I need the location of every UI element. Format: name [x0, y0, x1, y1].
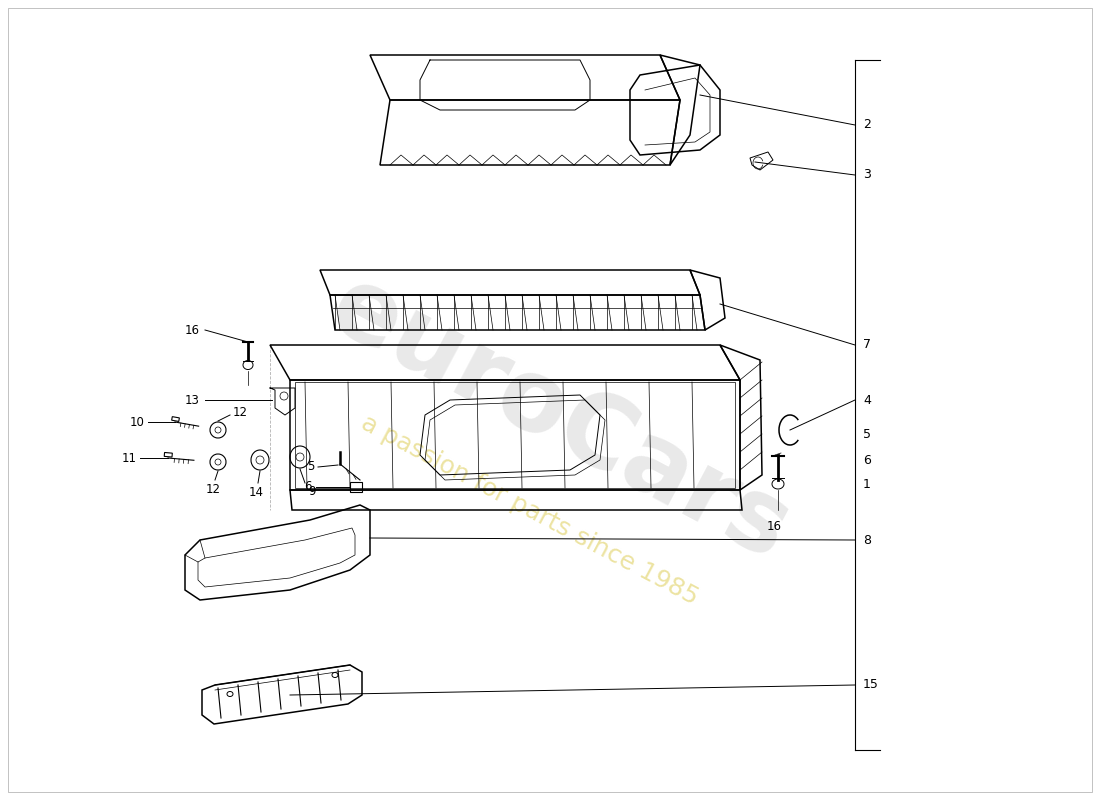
Text: 12: 12 — [206, 483, 220, 496]
Text: 16: 16 — [185, 323, 200, 337]
Text: 14: 14 — [249, 486, 264, 499]
Text: euroCars: euroCars — [314, 258, 806, 582]
Text: 11: 11 — [122, 451, 138, 465]
Text: 10: 10 — [130, 415, 145, 429]
Text: 6: 6 — [305, 481, 312, 494]
Text: 5: 5 — [307, 461, 314, 474]
Text: 15: 15 — [864, 678, 879, 691]
Text: 2: 2 — [864, 118, 871, 131]
Text: 7: 7 — [864, 338, 871, 351]
Text: 3: 3 — [864, 169, 871, 182]
Text: 4: 4 — [864, 394, 871, 406]
Text: 13: 13 — [185, 394, 200, 406]
Text: a passion for parts since 1985: a passion for parts since 1985 — [358, 410, 703, 610]
Text: 9: 9 — [308, 485, 316, 498]
Text: 8: 8 — [864, 534, 871, 546]
Text: 1: 1 — [864, 478, 871, 491]
Text: 5: 5 — [864, 429, 871, 442]
Text: 12: 12 — [233, 406, 248, 419]
Text: 6: 6 — [864, 454, 871, 466]
Text: 16: 16 — [767, 520, 781, 533]
